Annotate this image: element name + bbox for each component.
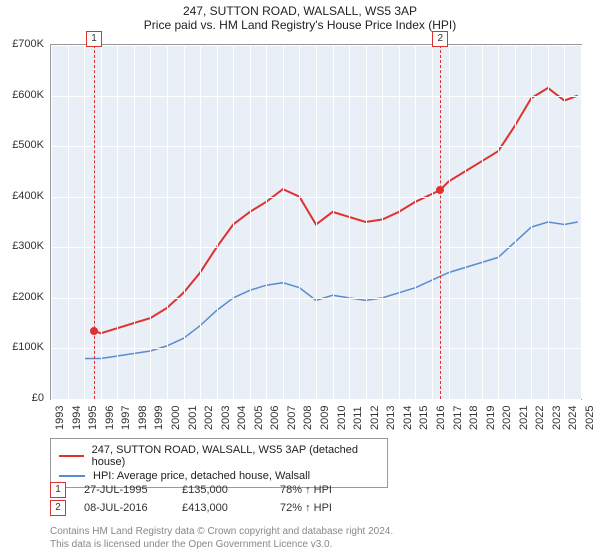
y-axis-tick: £600K <box>0 89 44 101</box>
sale-marker-dot <box>436 186 444 194</box>
x-axis-tick: 2005 <box>253 406 265 430</box>
x-axis-tick: 2024 <box>567 406 579 430</box>
event-badge-1: 1 <box>50 482 66 498</box>
event-price: £413,000 <box>182 502 262 514</box>
x-axis-tick: 2021 <box>518 406 530 430</box>
x-axis-tick: 2017 <box>452 406 464 430</box>
x-axis-tick: 2001 <box>187 406 199 430</box>
sale-marker-badge: 2 <box>432 31 448 47</box>
x-axis-tick: 1996 <box>104 406 116 430</box>
x-axis-tick: 1999 <box>153 406 165 430</box>
event-badge-2: 2 <box>50 500 66 516</box>
x-axis-tick: 2020 <box>501 406 513 430</box>
series-line <box>84 222 578 359</box>
x-axis-tick: 2019 <box>485 406 497 430</box>
sale-marker-dot <box>90 327 98 335</box>
event-date: 27-JUL-1995 <box>84 484 164 496</box>
y-axis-tick: £100K <box>0 341 44 353</box>
x-axis-tick: 2015 <box>418 406 430 430</box>
sale-event-row: 1 27-JUL-1995 £135,000 78% ↑ HPI <box>50 482 332 498</box>
sale-event-row: 2 08-JUL-2016 £413,000 72% ↑ HPI <box>50 500 332 516</box>
x-axis-tick: 2000 <box>170 406 182 430</box>
x-axis-tick: 1998 <box>137 406 149 430</box>
x-axis-tick: 2014 <box>402 406 414 430</box>
event-price: £135,000 <box>182 484 262 496</box>
attribution-line: This data is licensed under the Open Gov… <box>50 539 393 552</box>
sale-marker-badge: 1 <box>86 31 102 47</box>
x-axis-tick: 2023 <box>551 406 563 430</box>
y-axis-tick: £500K <box>0 139 44 151</box>
x-axis-tick: 2002 <box>203 406 215 430</box>
sale-events: 1 27-JUL-1995 £135,000 78% ↑ HPI 2 08-JU… <box>50 480 332 518</box>
y-axis-tick: £300K <box>0 240 44 252</box>
x-axis-tick: 2012 <box>369 406 381 430</box>
legend-item-property: 247, SUTTON ROAD, WALSALL, WS5 3AP (deta… <box>59 443 379 469</box>
attribution: Contains HM Land Registry data © Crown c… <box>50 526 393 551</box>
x-axis-tick: 2003 <box>220 406 232 430</box>
x-axis-tick: 2007 <box>286 406 298 430</box>
x-axis-tick: 2011 <box>352 406 364 430</box>
y-axis-tick: £0 <box>0 392 44 404</box>
y-axis-tick: £400K <box>0 190 44 202</box>
x-axis-tick: 2016 <box>435 406 447 430</box>
x-axis-tick: 2013 <box>385 406 397 430</box>
x-axis-tick: 2022 <box>534 406 546 430</box>
legend-label-property: 247, SUTTON ROAD, WALSALL, WS5 3AP (deta… <box>92 444 379 468</box>
x-axis-tick: 2010 <box>336 406 348 430</box>
sale-marker-line <box>440 45 441 399</box>
event-hpi: 78% ↑ HPI <box>280 484 332 496</box>
legend-swatch-hpi <box>59 475 85 477</box>
sale-marker-line <box>94 45 95 399</box>
x-axis-tick: 2018 <box>468 406 480 430</box>
x-axis-tick: 2009 <box>319 406 331 430</box>
event-hpi: 72% ↑ HPI <box>280 502 332 514</box>
x-axis-tick: 1997 <box>120 406 132 430</box>
y-axis-tick: £200K <box>0 291 44 303</box>
chart-title: 247, SUTTON ROAD, WALSALL, WS5 3AP <box>0 0 600 18</box>
attribution-line: Contains HM Land Registry data © Crown c… <box>50 526 393 539</box>
x-axis-tick: 2008 <box>302 406 314 430</box>
event-date: 08-JUL-2016 <box>84 502 164 514</box>
chart-plot-area: 12 <box>50 44 582 400</box>
x-axis-tick: 1993 <box>54 406 66 430</box>
legend-swatch-property <box>59 455 84 457</box>
x-axis-tick: 1995 <box>87 406 99 430</box>
x-axis-tick: 2006 <box>269 406 281 430</box>
x-axis-tick: 2004 <box>236 406 248 430</box>
x-axis-tick: 1994 <box>71 406 83 430</box>
x-axis-tick: 2025 <box>584 406 596 430</box>
y-axis-tick: £700K <box>0 38 44 50</box>
